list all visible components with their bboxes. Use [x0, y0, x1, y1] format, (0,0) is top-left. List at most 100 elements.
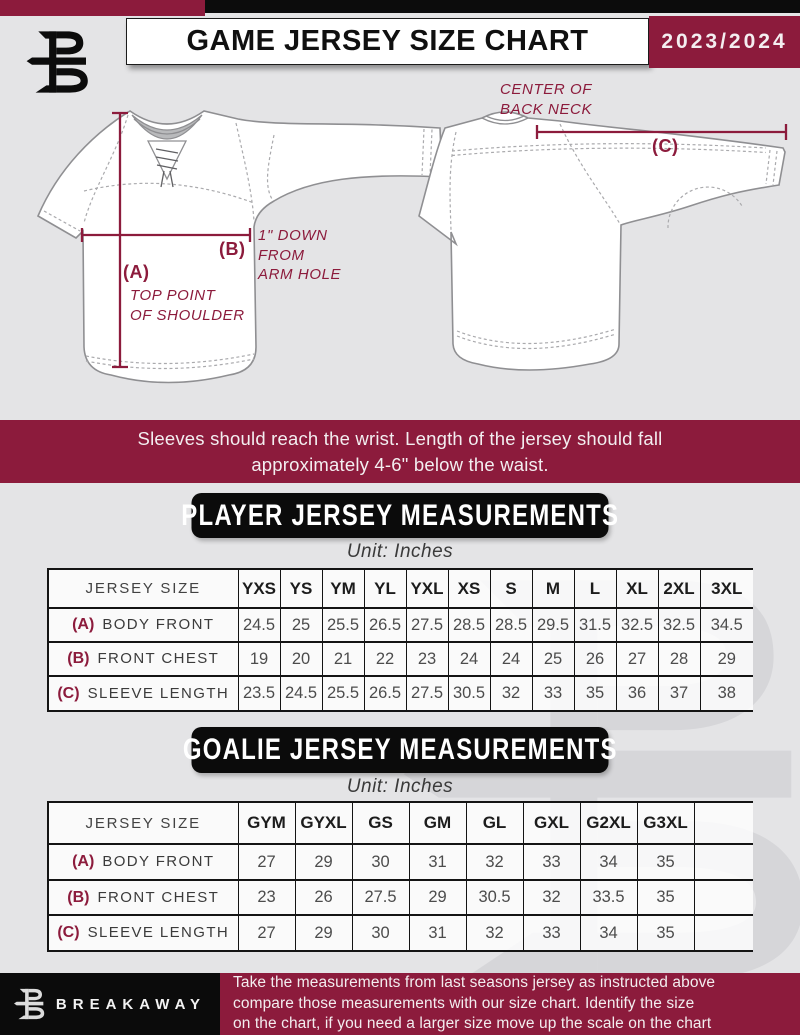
- jersey-size-corner-label: JERSEY SIZE: [85, 580, 201, 597]
- measure-key: (A): [72, 853, 95, 870]
- fit-notice-banner: Sleeves should reach the wrist. Length o…: [0, 420, 800, 483]
- measurement-row-label: (C) SLEEVE LENGTH: [48, 675, 238, 711]
- measurement-value-cell: 34: [579, 843, 637, 880]
- measurement-value-cell: 26: [294, 879, 352, 915]
- measurement-value-cell: 30.5: [465, 879, 523, 915]
- player-unit-label: Unit: Inches: [346, 541, 454, 562]
- player-size-table: JERSEY SIZE YXS YS YM YL YXL XS S M L XL 2XL 3XL (A) B…: [47, 568, 753, 712]
- footer-brand-block: BREAKAWAY: [0, 973, 220, 1035]
- fit-notice-line1: Sleeves should reach the wrist. Length o…: [137, 427, 663, 449]
- front-jersey-diagram: [36, 110, 443, 384]
- breakaway-logo-footer-icon: [13, 988, 45, 1020]
- measurement-value-cell: 32: [522, 879, 580, 915]
- measurement-value-cell: 26.5: [363, 607, 406, 642]
- measurement-value-cell: 32.5: [657, 607, 700, 642]
- footer-instructions: Take the measurements from last seasons …: [220, 973, 800, 1035]
- measurement-value-cell: 33: [522, 914, 580, 951]
- measurement-value-cell: 32: [465, 914, 523, 951]
- size-column-header: GS: [351, 802, 409, 844]
- measurement-value-cell: 23: [405, 641, 448, 676]
- measure-name: BODY FRONT: [102, 616, 215, 633]
- measurement-value-cell: 26.5: [363, 675, 406, 711]
- measurement-row: (A) BODY FRONT 27 29 30 31 32 33 34 35: [48, 843, 753, 880]
- measurement-value-cell: 20: [279, 641, 322, 676]
- size-column-header: YM: [321, 569, 364, 608]
- measurement-value-cell: 25: [279, 607, 322, 642]
- size-column-header: L: [573, 569, 616, 608]
- size-column-header: G3XL: [636, 802, 694, 844]
- measurement-value-cell: 33.5: [579, 879, 637, 915]
- measure-key: (C): [57, 684, 80, 702]
- measurement-value-cell: 29: [408, 879, 466, 915]
- measurement-value-cell: 25: [531, 641, 574, 676]
- measurement-value-cell: 30: [351, 914, 409, 951]
- jersey-size-corner-label: JERSEY SIZE: [85, 814, 201, 832]
- measure-name: SLEEVE LENGTH: [87, 684, 230, 702]
- measure-name: BODY FRONT: [102, 853, 215, 870]
- measurement-value-cell: 31: [408, 914, 466, 951]
- measurement-value-cell: 29: [699, 641, 753, 676]
- back-jersey-diagram: [418, 111, 788, 371]
- page-title: GAME JERSEY SIZE CHART: [186, 25, 589, 57]
- measurement-value-cell: 22: [363, 641, 406, 676]
- measure-name: FRONT CHEST: [97, 650, 220, 667]
- measurement-row: (B) FRONT CHEST 19 20 21 22 23 24 24 25 26 27 28 29: [48, 641, 753, 676]
- measurement-value-cell: 37: [657, 675, 700, 711]
- measurement-value-cell: 35: [636, 879, 694, 915]
- measure-key: (C): [57, 924, 80, 941]
- size-column-header: [693, 802, 753, 844]
- measurement-value-cell: 35: [636, 914, 694, 951]
- measurement-value-cell: 28: [657, 641, 700, 676]
- measurement-value-cell: 34.5: [699, 607, 753, 642]
- size-column-header: G2XL: [579, 802, 637, 844]
- measurement-value-cell: [693, 843, 753, 880]
- measurement-value-cell: 32: [489, 675, 532, 711]
- center-back-neck-note: CENTER OF BACK NECK: [500, 81, 593, 118]
- fit-notice-line2: approximately 4-6" below the waist.: [251, 453, 549, 475]
- measurement-row-label: (B) FRONT CHEST: [48, 641, 238, 676]
- measurement-value-cell: 29: [294, 914, 352, 951]
- size-column-header: 2XL: [657, 569, 700, 608]
- measurement-value-cell: 27: [237, 843, 295, 880]
- measurement-row: (A) BODY FRONT 24.5 25 25.5 26.5 27.5 28.5 28.5 2…: [48, 607, 753, 642]
- goalie-unit-label: Unit: Inches: [346, 776, 454, 797]
- measurement-row-label: (B) FRONT CHEST: [48, 879, 238, 915]
- measurement-value-cell: [693, 914, 753, 951]
- measurement-row-label: (A) BODY FRONT: [48, 843, 238, 880]
- size-column-header: GYXL: [294, 802, 352, 844]
- measurement-value-cell: 27.5: [405, 607, 448, 642]
- measurement-value-cell: 23: [237, 879, 295, 915]
- size-column-header: M: [531, 569, 574, 608]
- measurement-value-cell: 33: [531, 675, 574, 711]
- measure-name: FRONT CHEST: [97, 888, 220, 906]
- footer-brand-name: BREAKAWAY: [55, 995, 207, 1013]
- measurement-value-cell: 36: [615, 675, 658, 711]
- measurement-value-cell: 33: [522, 843, 580, 880]
- size-column-header: GXL: [522, 802, 580, 844]
- page-title-box: GAME JERSEY SIZE CHART: [126, 18, 649, 65]
- player-section-title-badge: PLAYER JERSEY MEASUREMENTS: [181, 493, 618, 538]
- measurement-row-label: (A) BODY FRONT: [48, 607, 238, 642]
- size-column-header: GYM: [237, 802, 295, 844]
- measurement-value-cell: 27.5: [405, 675, 448, 711]
- size-column-header: XL: [615, 569, 658, 608]
- measurement-value-cell: 23.5: [237, 675, 280, 711]
- size-column-header: S: [489, 569, 532, 608]
- measurement-value-cell: 31.5: [573, 607, 616, 642]
- season-label: 2023/2024: [661, 30, 788, 53]
- goalie-size-table: JERSEY SIZE GYM GYXL GS GM GL GXL G2XL G3XL (A) BO…: [47, 801, 753, 952]
- measurement-value-cell: 29: [294, 843, 352, 880]
- measurement-value-cell: 27: [237, 914, 295, 951]
- size-column-header: YXL: [405, 569, 448, 608]
- size-column-header: GL: [465, 802, 523, 844]
- measurement-value-cell: 35: [573, 675, 616, 711]
- measurement-row: (C) SLEEVE LENGTH 23.5 24.5 25.5 26.5 27.5 30.5…: [48, 675, 753, 711]
- footer-instructions-line2: compare those measurements with our size…: [233, 994, 695, 1012]
- measurement-value-cell: 24.5: [237, 607, 280, 642]
- season-badge: 2023/2024: [649, 16, 800, 68]
- measure-b-note: 1" DOWN FROM ARM HOLE: [258, 227, 342, 283]
- measurement-value-cell: 29.5: [531, 607, 574, 642]
- measurement-value-cell: 32: [465, 843, 523, 880]
- size-column-header: YS: [279, 569, 322, 608]
